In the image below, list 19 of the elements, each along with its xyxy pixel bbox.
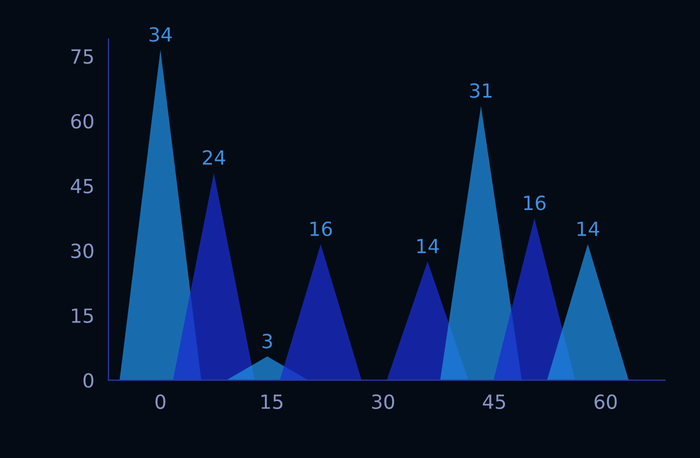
y-tick-label: 75 xyxy=(71,49,93,64)
x-tick-label: 45 xyxy=(482,394,506,410)
x-tick-label: 0 xyxy=(156,394,166,410)
annotation: 31 xyxy=(470,83,492,98)
x-tick-label: 15 xyxy=(262,394,282,410)
annotation: 14 xyxy=(417,238,439,254)
annotation: 3 xyxy=(262,334,272,348)
y-tick-label: 0 xyxy=(84,373,94,388)
annotation: 16 xyxy=(524,196,546,210)
x-tick-label: 60 xyxy=(594,394,617,410)
annotation: 24 xyxy=(202,150,226,165)
annotation: 34 xyxy=(150,27,172,42)
y-tick-label: 15 xyxy=(72,308,93,324)
y-tick-label: 30 xyxy=(71,244,94,258)
x-tick-label: 30 xyxy=(372,394,394,410)
y-tick-label: 60 xyxy=(71,114,94,129)
y-tick-label: 45 xyxy=(70,178,93,194)
annotation: 16 xyxy=(310,221,332,236)
annotation: 14 xyxy=(578,222,600,236)
